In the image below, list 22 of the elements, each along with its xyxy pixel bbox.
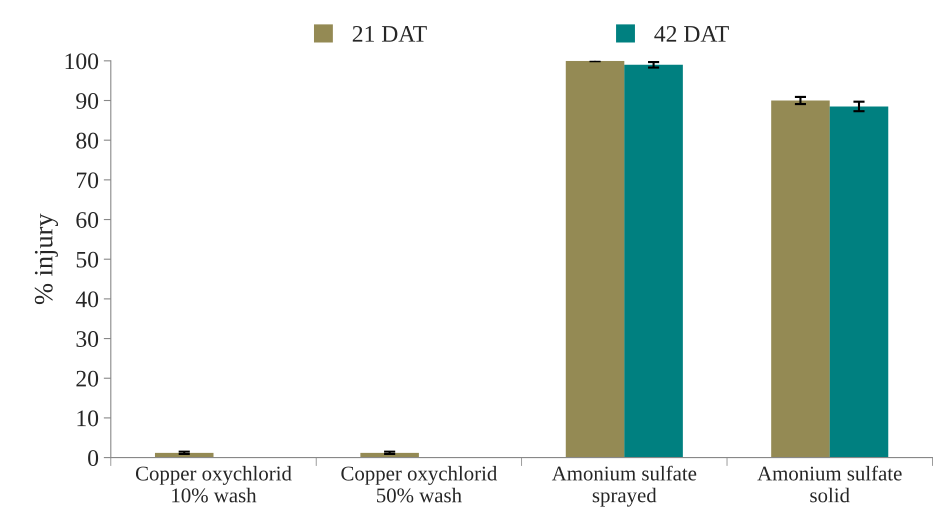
y-tick-label: 10 [77, 410, 98, 426]
y-tick-label: 70 [76, 172, 98, 188]
bar [566, 60, 624, 458]
bar [624, 64, 683, 458]
x-tick-label: Copper oxychlorid 10% wash [136, 466, 292, 502]
y-tick-label: 80 [76, 132, 98, 149]
x-tick-label: Amonium sulfate sprayed [552, 466, 696, 507]
y-tick-label: 90 [76, 93, 98, 109]
legend-label: 42 DAT [654, 26, 729, 42]
y-tick-label: 40 [76, 291, 98, 308]
y-axis-title: % injury [34, 214, 58, 304]
y-tick-label: 100 [66, 53, 98, 70]
y-tick-label: 30 [76, 331, 98, 347]
y-tick-label: 20 [76, 370, 98, 387]
bar [830, 106, 888, 458]
y-tick-label: 0 [88, 450, 98, 466]
y-tick-label: 50 [76, 252, 98, 268]
bar [771, 100, 830, 458]
y-tick-label: 60 [76, 212, 98, 228]
legend-label: 21 DAT [352, 26, 427, 42]
x-tick-label: Amonium sulfate solid [757, 466, 902, 502]
x-tick-label: Copper oxychlorid 50% wash [341, 466, 498, 502]
